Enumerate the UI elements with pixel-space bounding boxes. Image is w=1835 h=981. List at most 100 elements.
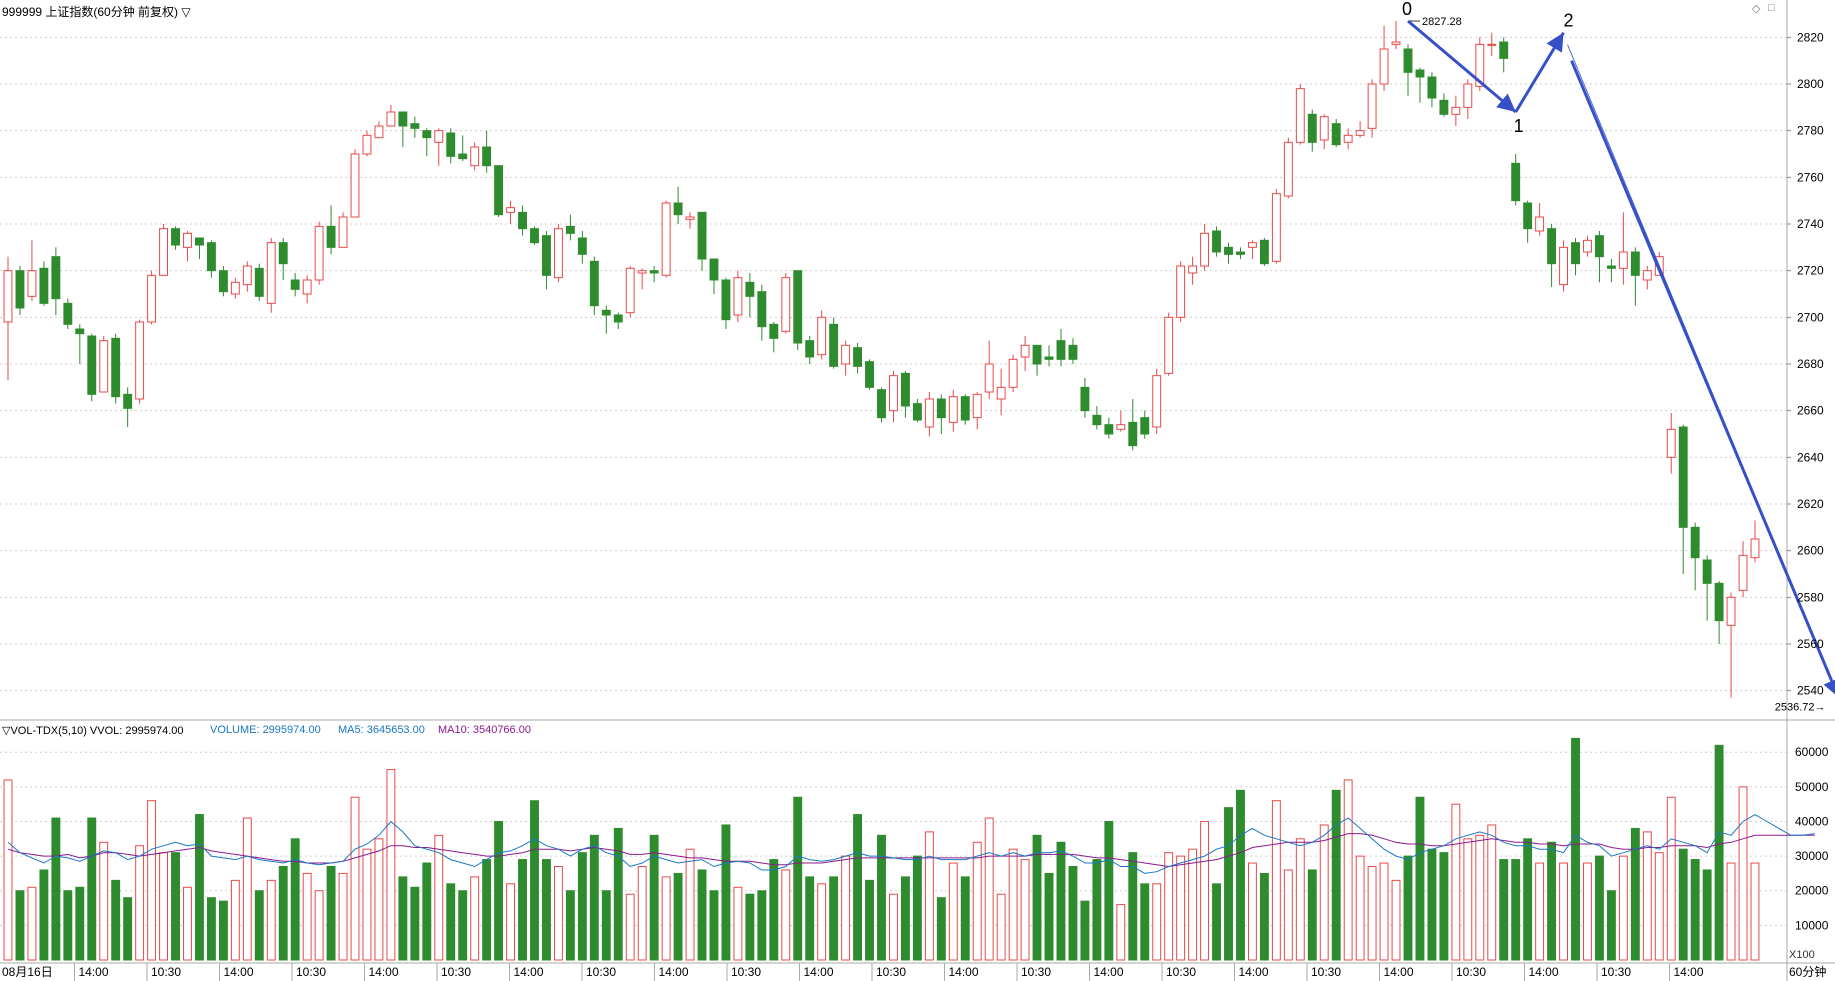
candle-up — [1343, 134, 1353, 143]
time-tick-label: 14:00 — [369, 965, 399, 979]
maximize-icon[interactable]: □ — [1768, 2, 1775, 14]
volume-bar-down — [877, 834, 886, 961]
candle-down — [63, 302, 73, 325]
candle-up — [1618, 251, 1628, 269]
volume-bar-up — [1726, 862, 1736, 961]
volume-bar-down — [709, 890, 719, 961]
candle-up — [1379, 48, 1389, 85]
candle-down — [1056, 340, 1066, 360]
volume-bar-up — [1008, 848, 1018, 961]
volume-unit-label: X100 — [1789, 949, 1815, 961]
period-label[interactable]: 60分钟 — [1789, 964, 1826, 979]
candle-up — [1188, 265, 1198, 274]
volume-bar-up — [1487, 824, 1497, 961]
volume-bar-up — [1271, 800, 1281, 961]
time-tick-label: 14:00 — [1094, 965, 1124, 979]
volume-bar-down — [123, 897, 133, 961]
wave-label: 0 — [1402, 0, 1412, 19]
volume-bar-down — [1044, 872, 1054, 961]
candle-down — [39, 267, 49, 304]
volume-bar-down — [1212, 883, 1221, 961]
volume-bar-down — [601, 890, 611, 961]
price-tick-label: 2700 — [1797, 310, 1824, 324]
volume-bar-down — [39, 869, 49, 961]
volume-bar-up — [135, 845, 145, 961]
volume-bar-down — [1080, 900, 1090, 961]
candle-up — [1642, 270, 1652, 281]
restore-icon[interactable]: ◇ — [1752, 3, 1761, 15]
volume-bar-up — [470, 876, 480, 961]
volume-bar-up — [972, 841, 982, 961]
candle-up — [1295, 88, 1305, 143]
time-tick-label: 08月16日 — [2, 965, 53, 979]
candle-down — [254, 267, 264, 297]
volume-bar-down — [745, 893, 755, 961]
price-tick-label: 2660 — [1797, 404, 1824, 418]
volume-bar-up — [434, 834, 444, 961]
candle-down — [673, 202, 683, 216]
volume-bar-down — [171, 852, 180, 961]
volume-bar-down — [1236, 789, 1245, 961]
candle-down — [745, 281, 755, 297]
volume-bar-down — [1092, 859, 1102, 961]
volume-bar-down — [697, 869, 707, 961]
candle-up — [1247, 242, 1257, 248]
volume-bar-down — [757, 890, 767, 961]
candle-down — [530, 228, 539, 244]
volume-bar-up — [3, 779, 13, 961]
candle-up — [374, 125, 384, 139]
time-axis-labels: 08月16日 14:00 10:30 14:00 10:30 14:00 10:30 14:0… — [2, 963, 1704, 981]
candle-down — [577, 237, 587, 255]
time-tick-label: 10:30 — [296, 965, 326, 979]
volume-bar-up — [183, 886, 192, 961]
volume-bar-up — [230, 879, 240, 961]
volume-bar-down — [673, 872, 683, 961]
volume-bar-up — [553, 866, 563, 961]
candle-up — [1152, 375, 1162, 428]
time-tick-label: 14:00 — [659, 965, 689, 979]
candle-down — [757, 291, 767, 328]
volume-bar-down — [1140, 883, 1150, 961]
candle-up — [1271, 193, 1281, 262]
volume-bar-up — [1319, 824, 1329, 961]
candle-up — [1283, 141, 1293, 197]
volume-bar-down — [1128, 852, 1138, 961]
volume-bar-up — [147, 800, 157, 961]
candle-down — [865, 361, 874, 388]
indicator-ma5: MA5: 3645653.00 — [338, 724, 425, 736]
volume-bar-up — [159, 852, 169, 961]
candle-down — [877, 389, 886, 419]
candle-up — [1666, 428, 1676, 458]
candle-up — [147, 274, 157, 323]
candle-up — [1391, 41, 1401, 45]
volume-bar-down — [769, 859, 779, 961]
chart-title[interactable]: 999999 上证指数(60分钟 前复权) ▽ — [2, 5, 191, 19]
volume-bar-down — [613, 827, 623, 961]
candle-down — [290, 279, 300, 290]
volume-bar-down — [829, 876, 839, 961]
time-tick-label: 10:30 — [1021, 965, 1051, 979]
time-tick-label: 10:30 — [1601, 965, 1631, 979]
volume-bar-up — [27, 886, 37, 961]
volume-bar-up — [1247, 862, 1257, 961]
volume-bar-up — [1535, 862, 1545, 961]
candle-down — [960, 396, 970, 421]
volume-bar-down — [1427, 848, 1437, 961]
candle-up — [242, 265, 252, 286]
volume-bar-down — [1056, 841, 1066, 961]
wave-segment — [1407, 19, 1517, 114]
volume-bar-up — [817, 883, 827, 961]
volume-bar-down — [649, 834, 659, 961]
candle-up — [1020, 344, 1030, 358]
candle-down — [1044, 356, 1054, 360]
volume-bar-up — [374, 838, 384, 961]
candle-down — [613, 314, 623, 323]
candle-down — [805, 340, 815, 358]
volume-bar-up — [1666, 796, 1676, 961]
candle-down — [1547, 228, 1557, 265]
indicator-name[interactable]: ▽VOL-TDX(5,10) VVOL: 2995974.00 — [2, 725, 184, 737]
candle-down — [218, 270, 228, 293]
candle-up — [1583, 239, 1592, 253]
volume-bar-up — [1295, 838, 1305, 961]
